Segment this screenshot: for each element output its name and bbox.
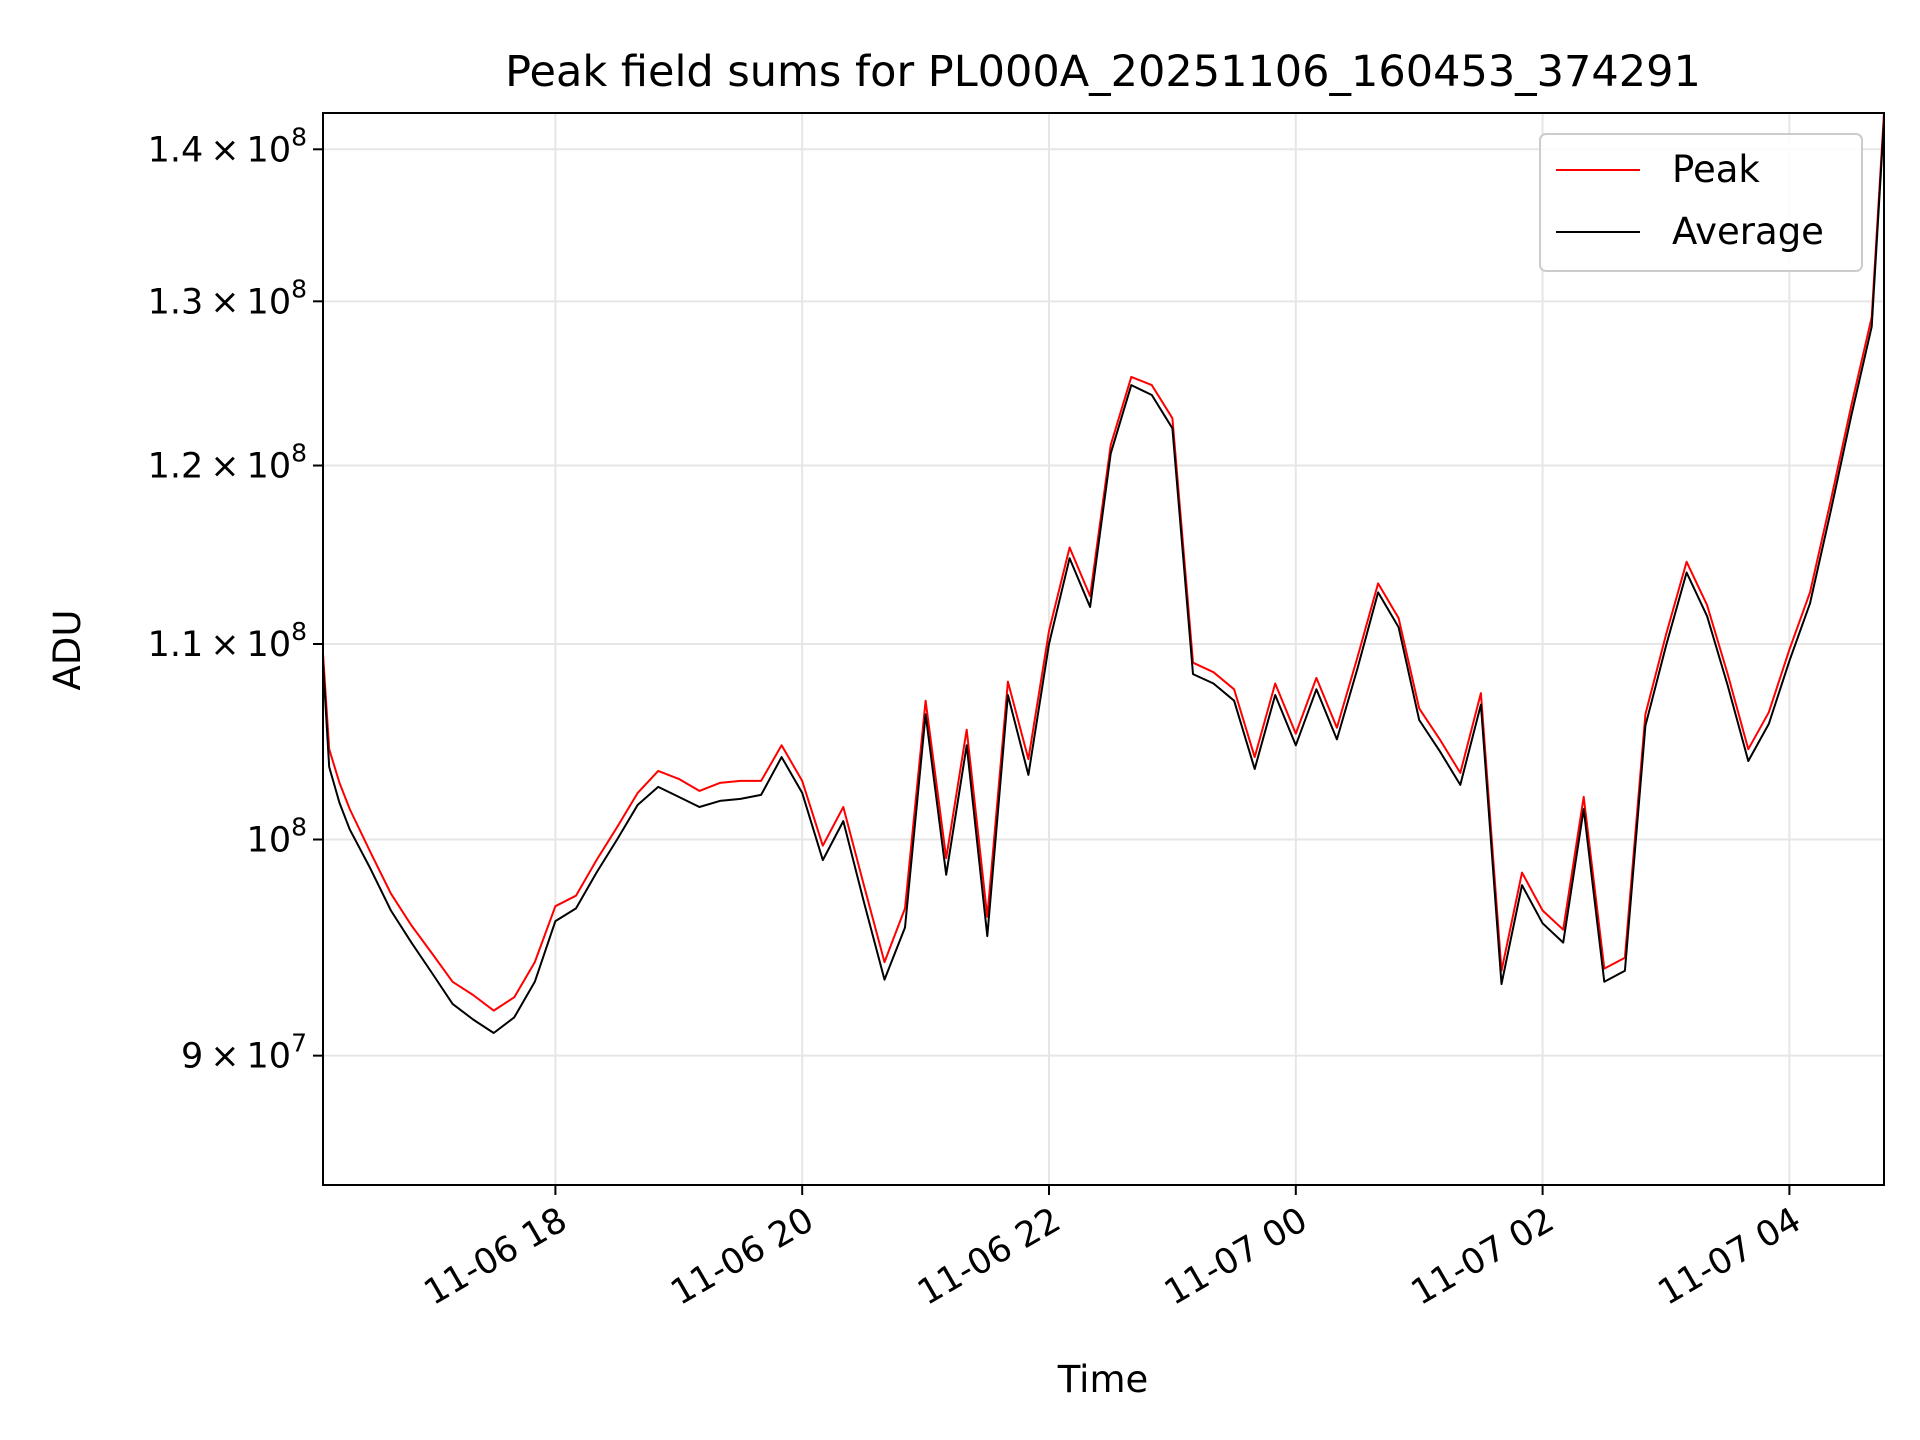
y-tick-base: 10	[247, 821, 292, 861]
legend-label-peak: Peak	[1672, 148, 1760, 191]
y-tick-label: 1.2 × 108	[148, 439, 307, 487]
y-tick-exponent: 7	[291, 1029, 307, 1058]
y-tick-mantissa: 1.2 × 10	[148, 447, 292, 487]
y-tick-exponent: 8	[291, 617, 307, 646]
legend-label-average: Average	[1672, 210, 1824, 253]
y-tick-label: 1.1 × 108	[148, 617, 307, 665]
series-line-peak	[322, 112, 1885, 1012]
x-axis-label: Time	[1057, 1358, 1149, 1401]
legend-box	[1539, 133, 1863, 272]
y-tick-mantissa: 9 × 10	[181, 1037, 291, 1077]
y-tick-label: 108	[247, 813, 307, 861]
legend: Peak Average	[1539, 133, 1863, 272]
y-tick-mantissa: 1.4 × 10	[148, 130, 292, 170]
y-tick-exponent: 8	[291, 274, 307, 303]
y-tick-label: 1.4 × 108	[148, 122, 307, 170]
y-tick-exponent: 8	[291, 813, 307, 842]
y-tick-label: 1.3 × 108	[148, 274, 307, 322]
series-line-average	[322, 120, 1885, 1034]
series-layer	[322, 112, 1885, 1034]
y-tick-exponent: 8	[291, 122, 307, 151]
y-tick-mantissa: 1.3 × 10	[148, 282, 292, 322]
y-tick-mantissa: 1.1 × 10	[148, 625, 292, 665]
plot-frame	[322, 112, 1885, 1186]
y-tick-label: 9 × 107	[181, 1029, 307, 1077]
y-tick-exponent: 8	[291, 439, 307, 468]
chart-title: Peak field sums for PL000A_20251106_1604…	[505, 47, 1701, 97]
y-axis-label: ADU	[46, 610, 89, 691]
